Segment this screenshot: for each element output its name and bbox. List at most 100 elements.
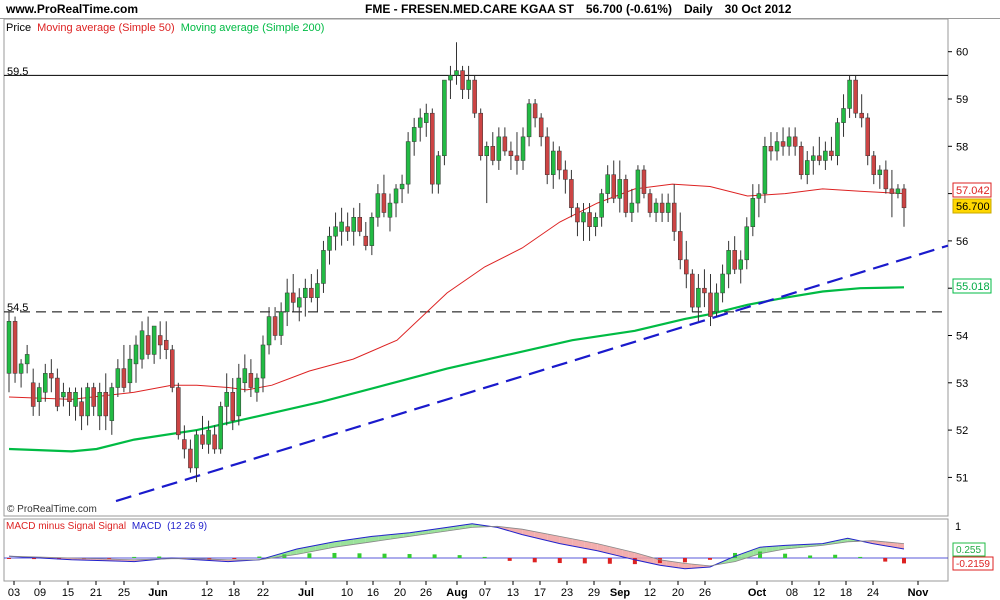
candle (623, 174, 629, 218)
candle (811, 146, 816, 175)
candle-body-up (895, 188, 901, 194)
price-legend: Price Moving average (Simple 50) Moving … (6, 22, 324, 34)
candle (502, 127, 508, 156)
x-tick-label: 03 (8, 587, 20, 599)
macd-signal-fill (340, 540, 347, 547)
candle (260, 335, 266, 393)
candle-body-down (345, 226, 350, 232)
candle-body-up (720, 273, 725, 294)
candle-body-down (684, 259, 689, 275)
candle (665, 193, 671, 222)
legend-macd: MACD (132, 521, 161, 532)
candle-body-up (351, 217, 356, 232)
candle (357, 203, 362, 237)
candle (393, 184, 399, 218)
candle-body-down (792, 136, 798, 147)
hline-label-top: 59.5 (7, 66, 28, 78)
x-tick-label: Jul (298, 587, 314, 599)
macd-legend: MACD minus Signal Signal MACD (12 26 9) (6, 521, 207, 532)
macd-tick-top: 1 (955, 521, 961, 533)
candle-body-up (369, 217, 375, 246)
candle (375, 184, 381, 227)
candle-body-down (587, 212, 592, 227)
macd-signal-fill (891, 542, 898, 548)
candle-body-up (454, 70, 459, 76)
candle-body-down (248, 373, 254, 388)
candle (387, 193, 393, 232)
candle-body-up (605, 174, 610, 194)
candle (297, 288, 302, 322)
candle-body-up (194, 434, 199, 469)
macd-histogram-bar (482, 556, 487, 558)
macd-histogram-bar (357, 553, 362, 558)
candle (176, 382, 181, 440)
candle-body-down (381, 193, 387, 213)
candle-body-down (188, 448, 193, 469)
candle-body-up (823, 150, 828, 161)
candle (871, 151, 877, 185)
macd-histogram-bar (582, 558, 587, 564)
macd-signal-fill (616, 548, 623, 557)
candle-body-up (133, 344, 139, 365)
x-tick-label: 20 (672, 587, 684, 599)
x-tick-label: 13 (507, 587, 519, 599)
candle-body-down (859, 112, 864, 119)
y-tick-label: 60 (956, 47, 968, 59)
candle (43, 363, 48, 402)
candle-body-up (43, 373, 48, 393)
candle (206, 420, 211, 454)
candle (780, 127, 786, 156)
macd-signal-fill (346, 539, 354, 546)
candle-body-up (127, 358, 133, 384)
candle-body-down (514, 155, 520, 161)
macd-signal-fill (609, 546, 617, 556)
x-tick-label: 21 (90, 587, 102, 599)
candle (254, 373, 260, 402)
macd-histogram-bar (783, 553, 788, 558)
macd-signal-fill (403, 532, 410, 538)
candle-body-up (405, 141, 411, 185)
legend-ma200: Moving average (Simple 200) (181, 22, 325, 34)
candle (442, 79, 447, 166)
candle-body-up (847, 79, 852, 109)
candle-body-down (12, 321, 18, 374)
candle (696, 274, 701, 322)
x-tick-label: 07 (479, 587, 491, 599)
candle-body-down (544, 136, 550, 175)
candle (170, 344, 175, 393)
candle-body-down (200, 434, 205, 445)
signal-line (8, 525, 905, 567)
candle-body-up (260, 344, 266, 379)
candle-body-down (212, 434, 217, 450)
ma200-value-box (952, 278, 992, 294)
candle-body-down (829, 150, 834, 157)
candle-body-up (24, 354, 30, 365)
candle-body-up (756, 193, 762, 199)
candle (236, 363, 242, 426)
candle (109, 382, 115, 435)
macd-line (8, 523, 905, 570)
candle-body-up (436, 155, 441, 185)
candle-body-down (472, 79, 477, 114)
candle (79, 387, 84, 431)
x-tick-label: 18 (840, 587, 852, 599)
candle-body-up (762, 146, 768, 194)
legend-ma50: Moving average (Simple 50) (37, 22, 175, 34)
candle-body-down (817, 155, 822, 161)
candle-body-up (629, 202, 635, 213)
candle-body-up (6, 321, 12, 374)
macd-signal-fill (847, 538, 854, 542)
candle-body-up (339, 221, 344, 232)
candle (895, 184, 901, 199)
candle (133, 335, 139, 383)
candle (823, 141, 828, 170)
candle-body-up (36, 387, 42, 402)
candle-body-up (393, 188, 399, 204)
candle (188, 439, 193, 473)
x-tick-label: 26 (420, 587, 432, 599)
quote-value: 56.700 (-0.61%) (585, 2, 672, 16)
candle (532, 99, 538, 128)
macd-histogram-bar (902, 558, 906, 564)
symbol-name: FME - FRESEN.MED.CARE KGAA ST (365, 2, 574, 16)
macd-signal-fill (534, 531, 541, 540)
